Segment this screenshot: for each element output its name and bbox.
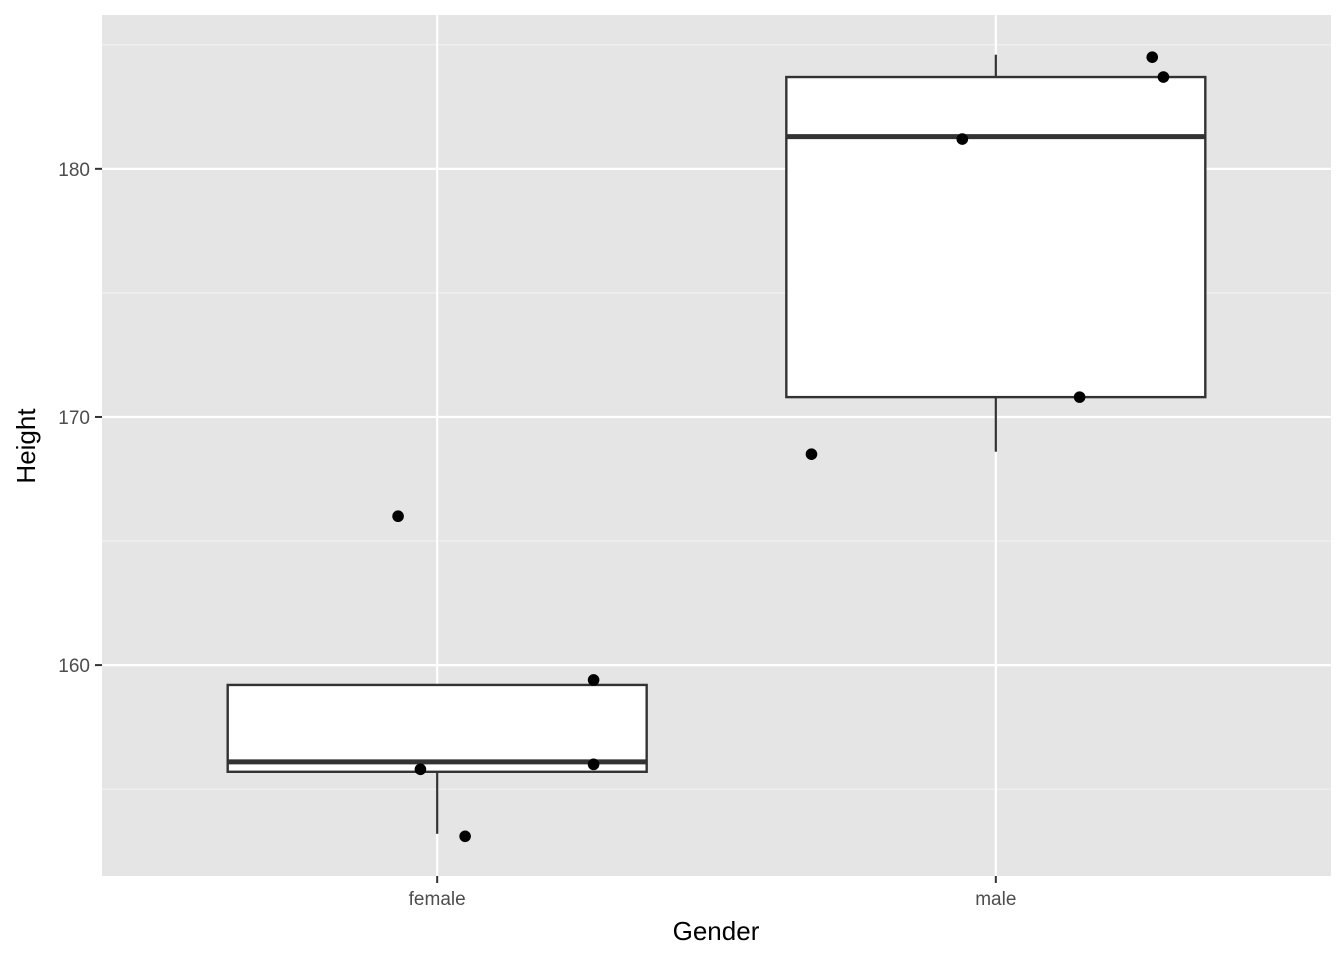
- y-axis: 160 170 180: [58, 160, 102, 677]
- y-axis-title: Height: [11, 408, 41, 484]
- data-point-male: [956, 133, 969, 145]
- data-point-female: [414, 763, 427, 776]
- box-female: [226, 683, 648, 834]
- data-point-male: [805, 448, 818, 460]
- data-point-male: [1073, 391, 1086, 403]
- data-point-female: [587, 758, 600, 771]
- box-layer: [226, 54, 1207, 834]
- box-body: [226, 683, 648, 773]
- data-point-female: [459, 830, 471, 843]
- x-tick-label-female: female: [409, 889, 466, 910]
- data-point-male: [1157, 71, 1170, 83]
- y-tick-label: 180: [58, 160, 90, 181]
- data-point-female: [392, 510, 404, 523]
- data-point-male: [1146, 51, 1159, 63]
- box-male: [785, 54, 1207, 452]
- point-layer: [392, 51, 1170, 843]
- x-tick-label-male: male: [975, 889, 1016, 910]
- y-tick-label: 170: [58, 408, 90, 429]
- box-body: [785, 75, 1207, 399]
- y-tick-label: 160: [58, 656, 90, 677]
- x-axis: female male: [409, 876, 1016, 910]
- x-axis-title: Gender: [673, 916, 760, 946]
- data-point-female: [587, 674, 600, 686]
